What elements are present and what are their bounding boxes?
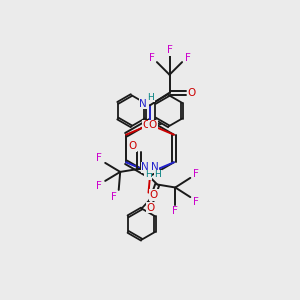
Text: N: N — [151, 162, 159, 172]
Text: N: N — [141, 162, 149, 172]
Text: O: O — [142, 120, 150, 130]
Text: O: O — [188, 88, 196, 98]
Text: O: O — [149, 120, 157, 130]
Text: F: F — [96, 153, 102, 164]
Text: F: F — [193, 196, 199, 207]
Text: F: F — [167, 45, 172, 55]
Text: N: N — [139, 99, 147, 109]
Text: F: F — [111, 191, 117, 202]
Text: H: H — [154, 170, 161, 179]
Text: O: O — [147, 203, 155, 213]
Text: O: O — [128, 141, 136, 151]
Text: F: F — [172, 206, 178, 217]
Text: F: F — [148, 52, 154, 63]
Text: H: H — [145, 170, 152, 179]
Text: F: F — [96, 181, 102, 191]
Text: F: F — [184, 52, 190, 63]
Text: F: F — [193, 169, 199, 179]
Text: H: H — [148, 93, 154, 102]
Text: O: O — [150, 190, 158, 200]
